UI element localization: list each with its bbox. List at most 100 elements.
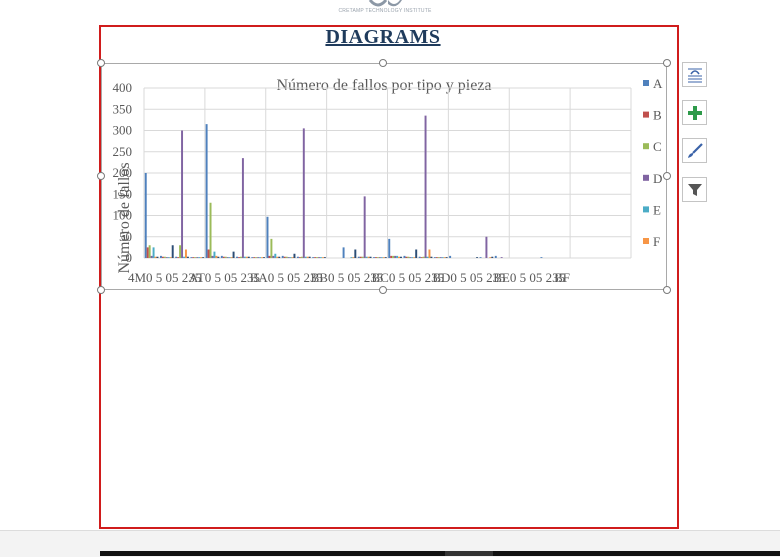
bar (382, 257, 385, 258)
bar (230, 257, 233, 258)
bar (213, 251, 216, 258)
taskbar (100, 551, 780, 556)
bar (239, 256, 242, 258)
bar (489, 257, 492, 258)
bar (354, 249, 357, 258)
chart-filters-button[interactable] (682, 177, 707, 202)
bar (376, 257, 379, 258)
bar (430, 256, 433, 258)
bar (217, 256, 220, 258)
bar (318, 257, 320, 258)
bar (398, 256, 401, 258)
bar (270, 238, 273, 258)
legend-entry: A (653, 76, 663, 91)
x-tick-label: 4M0 5 05 235 (128, 270, 201, 285)
layout-options-button[interactable] (682, 62, 707, 87)
y-tick-label: 100 (113, 208, 133, 223)
bar (156, 256, 159, 258)
bar (226, 257, 229, 258)
bar (420, 257, 423, 258)
bar (148, 245, 151, 258)
bar (165, 257, 168, 258)
bar (207, 249, 210, 258)
bar (300, 256, 303, 258)
legend-entry: C (653, 139, 662, 154)
resize-handle-bottom-left[interactable] (97, 286, 105, 294)
legend-swatch (643, 80, 649, 86)
bar (281, 255, 284, 258)
institute-logo (368, 0, 402, 7)
bar-chart[interactable]: Número de fallos por tipo y pieza 0 50 100 1… (101, 63, 667, 290)
bar (238, 257, 240, 258)
bar (373, 257, 375, 258)
bar (194, 257, 197, 258)
resize-handle-bottom-center[interactable] (379, 286, 387, 294)
bar (243, 256, 246, 258)
paintbrush-icon (687, 142, 703, 158)
bar (441, 257, 444, 258)
bar (224, 256, 227, 258)
bar (392, 255, 395, 258)
taskbar-item[interactable] (445, 551, 493, 556)
bar (285, 256, 288, 258)
y-tick-label: 400 (113, 80, 133, 95)
resize-handle-top-center[interactable] (379, 59, 387, 67)
x-tick-label: AT0 5 05 235 (189, 270, 260, 285)
bar (296, 256, 299, 258)
resize-handle-middle-left[interactable] (97, 172, 105, 180)
bar (247, 256, 250, 258)
bar (272, 255, 275, 258)
funnel-icon (687, 183, 702, 196)
x-tick-label: BF (554, 270, 570, 285)
layout-options-icon (687, 68, 702, 82)
resize-handle-middle-right[interactable] (663, 172, 671, 180)
bar (422, 256, 425, 258)
bar (192, 257, 195, 258)
bar (278, 256, 281, 258)
bar (268, 255, 271, 258)
bar (200, 257, 203, 258)
bar (159, 255, 162, 258)
bar (232, 251, 235, 258)
bar (220, 255, 223, 258)
bar (415, 249, 418, 258)
bar (357, 256, 360, 258)
bar (177, 257, 180, 258)
y-tick-label: 150 (113, 186, 133, 201)
bar (274, 253, 277, 258)
legend-swatch (643, 174, 649, 181)
resize-handle-bottom-right[interactable] (663, 286, 671, 294)
bar (428, 249, 431, 258)
bar (342, 247, 345, 258)
chart-elements-button[interactable] (682, 100, 707, 125)
bar (222, 256, 225, 258)
resize-handle-top-right[interactable] (663, 59, 671, 67)
bar (236, 256, 239, 258)
bar (359, 256, 362, 258)
bar (500, 257, 503, 258)
bar (287, 257, 290, 258)
bar (319, 257, 322, 258)
chart-styles-button[interactable] (682, 138, 707, 163)
bar (363, 196, 366, 258)
bar (390, 255, 393, 258)
bar (437, 257, 440, 258)
bar (146, 247, 149, 258)
bar (407, 256, 410, 258)
bar (293, 253, 296, 258)
bar (306, 256, 309, 258)
bar (413, 257, 416, 258)
bar (209, 202, 212, 258)
bar (215, 255, 218, 258)
bar (312, 257, 315, 258)
x-tick-label: BA0 5 05 235 (250, 270, 323, 285)
resize-handle-top-left[interactable] (97, 59, 105, 67)
page-heading: DIAGRAMS (325, 26, 441, 48)
bar (479, 257, 482, 258)
bar (374, 257, 377, 258)
bar (144, 173, 147, 258)
bar (251, 257, 254, 258)
bar (445, 257, 448, 258)
bar (291, 257, 294, 258)
chart-title: Número de fallos por tipo y pieza (276, 77, 491, 94)
